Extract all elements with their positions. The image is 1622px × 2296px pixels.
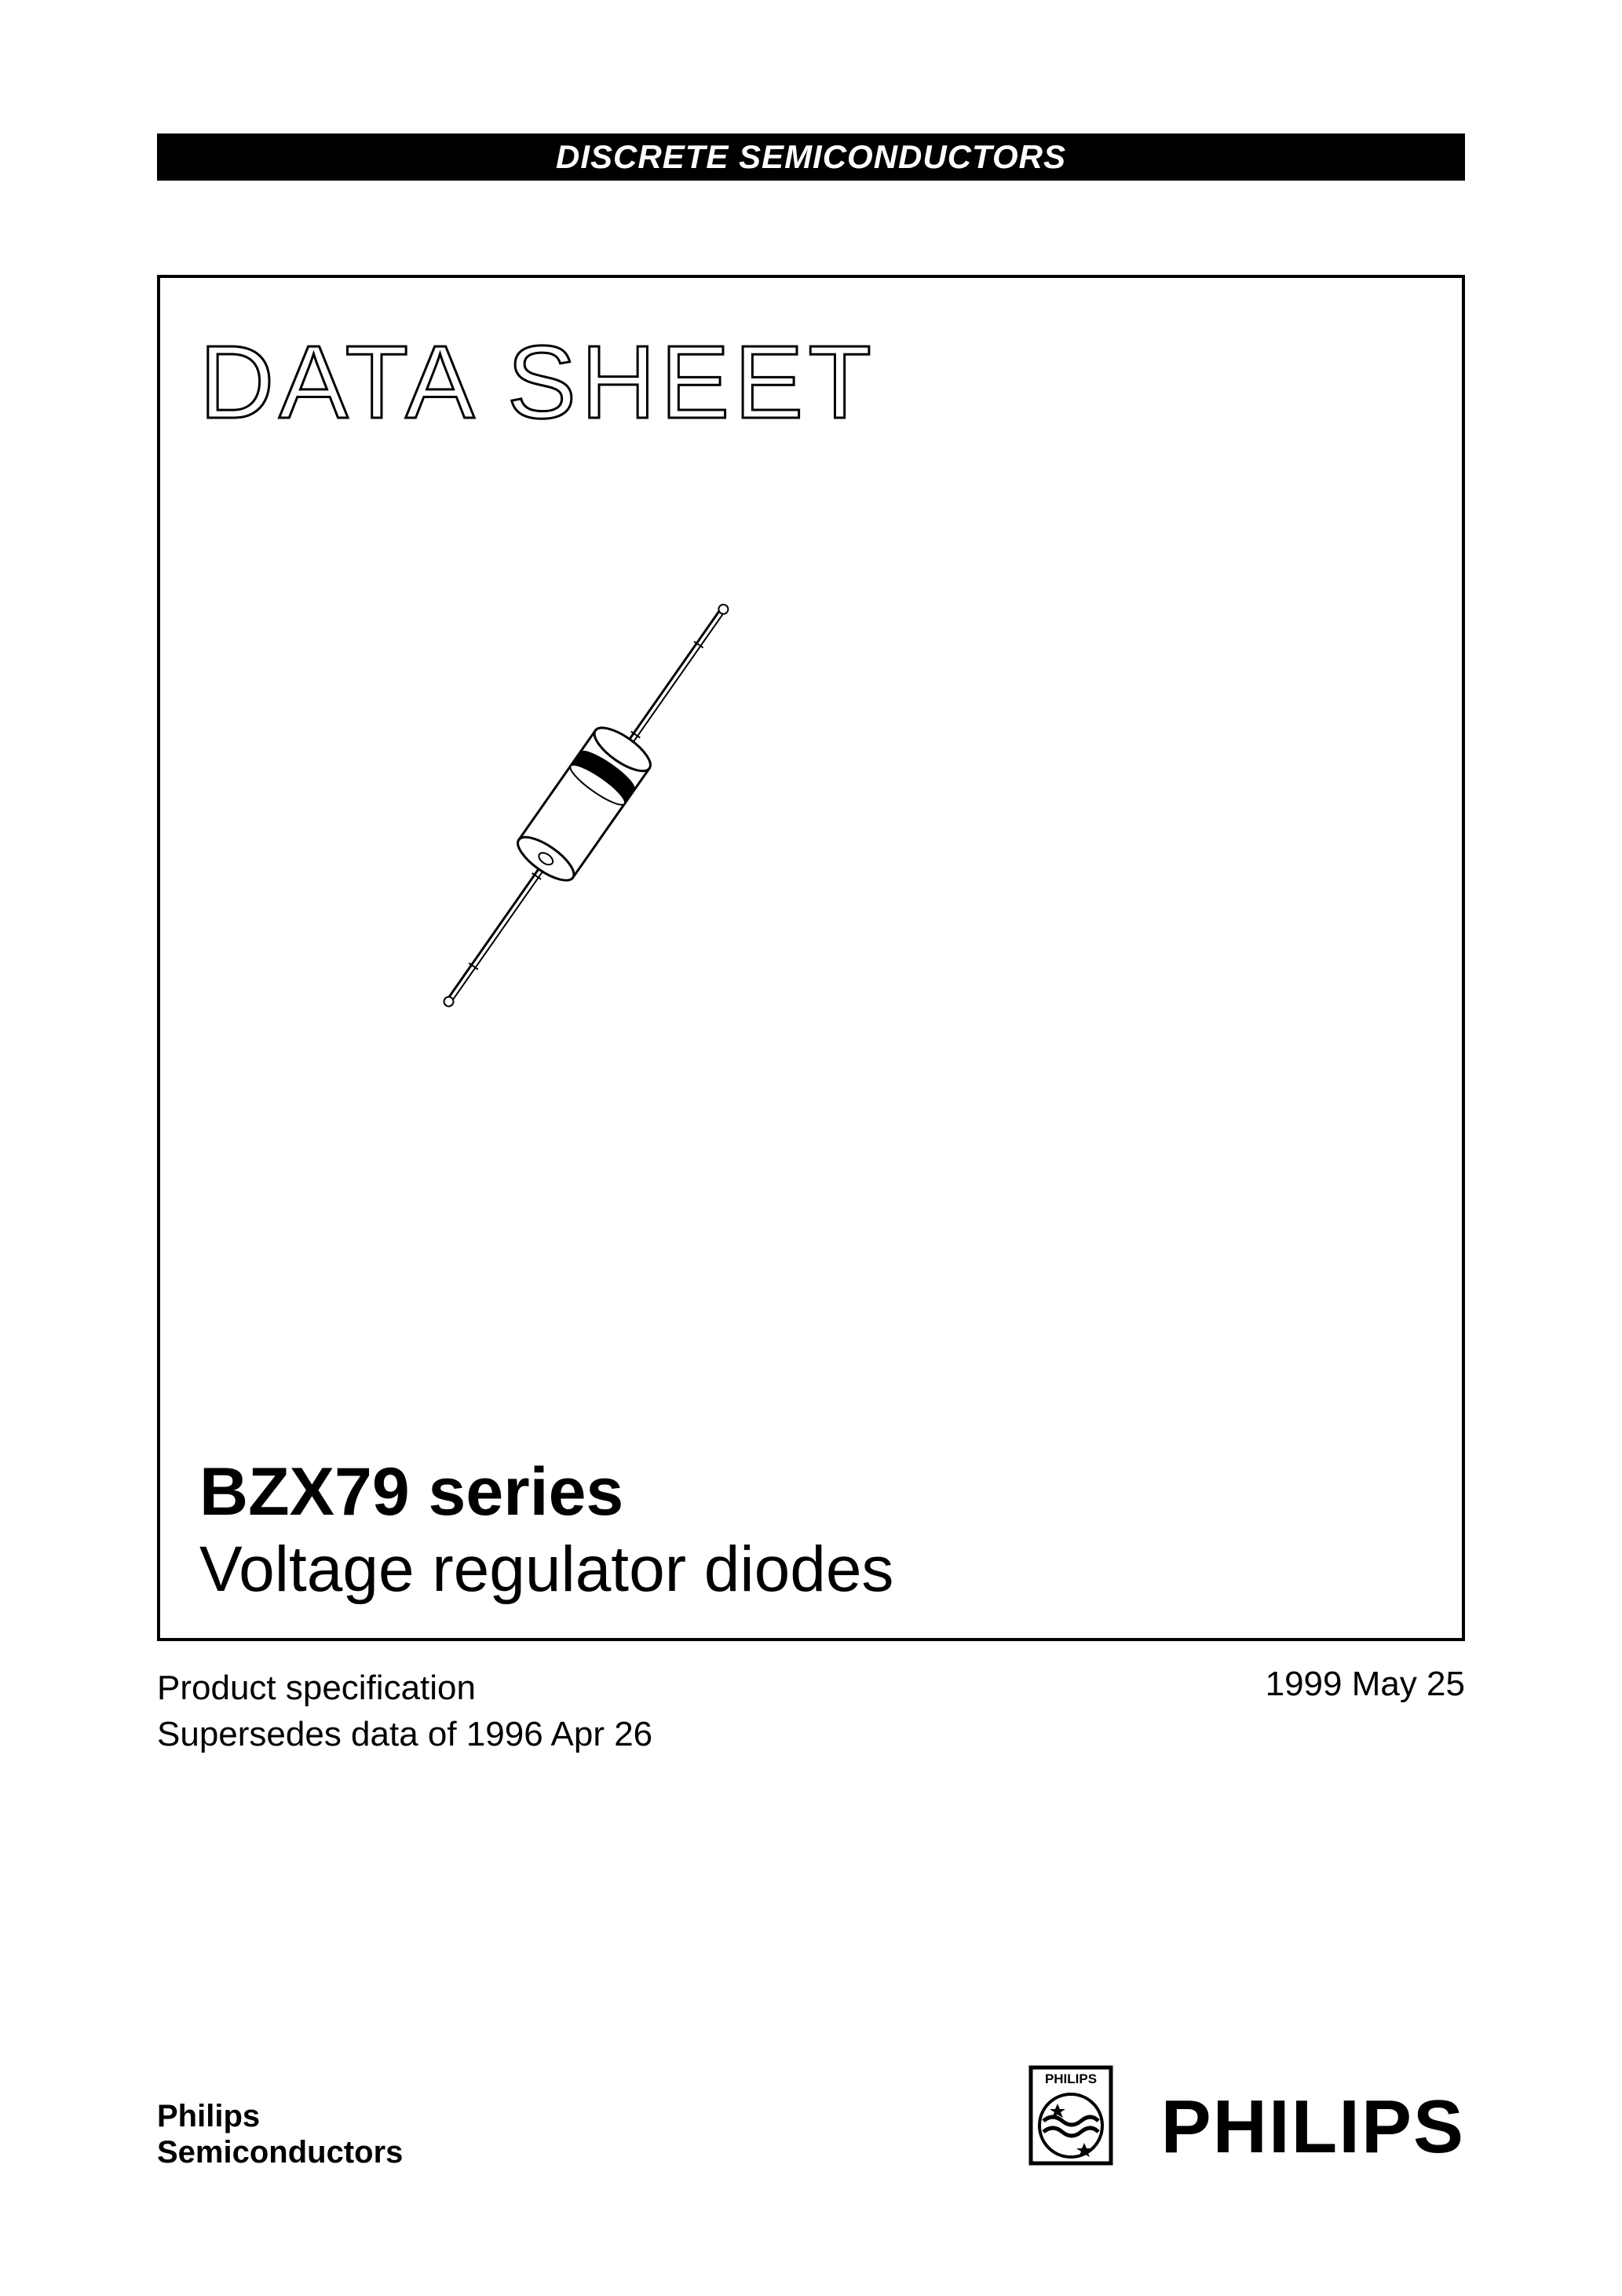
meta-date: 1999 May 25	[1266, 1665, 1465, 1704]
product-description: Voltage regulator diodes	[199, 1533, 893, 1607]
header-banner: DISCRETE SEMICONDUCTORS	[157, 133, 1465, 181]
footer-company-line1: Philips	[157, 2098, 403, 2134]
meta-row: Product specification Supersedes data of…	[157, 1665, 1465, 1758]
philips-wordmark: PHILIPS	[1161, 2084, 1465, 2170]
diode-icon	[380, 561, 788, 1051]
product-name: BZX79 series	[199, 1453, 893, 1531]
footer: Philips Semiconductors PHILIPS	[157, 2064, 1465, 2170]
content-frame: DATA SHEET	[157, 275, 1465, 1641]
meta-left: Product specification Supersedes data of…	[157, 1665, 652, 1758]
footer-right: PHILIPS PHILIPS	[1028, 2064, 1465, 2170]
header-banner-text: DISCRETE SEMICONDUCTORS	[556, 138, 1066, 176]
footer-company: Philips Semiconductors	[157, 2098, 403, 2170]
datasheet-title: DATA SHEET	[199, 325, 1423, 443]
philips-shield-icon: PHILIPS	[1028, 2064, 1114, 2170]
shield-text: PHILIPS	[1045, 2071, 1097, 2086]
supersedes-label: Supersedes data of 1996 Apr 26	[157, 1711, 652, 1757]
spec-label: Product specification	[157, 1665, 652, 1711]
datasheet-title-text: DATA SHEET	[199, 325, 876, 440]
product-block: BZX79 series Voltage regulator diodes	[199, 1453, 893, 1607]
footer-company-line2: Semiconductors	[157, 2134, 403, 2170]
datasheet-cover-page: DISCRETE SEMICONDUCTORS DATA SHEET	[0, 0, 1622, 2296]
